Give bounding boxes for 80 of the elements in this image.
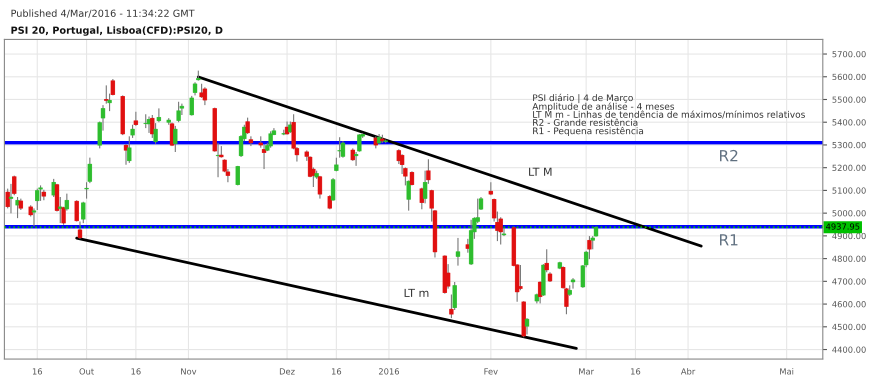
candlestick	[456, 237, 460, 266]
series-label: LT M	[529, 168, 552, 176]
candlestick	[568, 284, 572, 296]
candlestick	[130, 124, 135, 138]
annotation: R2 - Grande resistência	[533, 118, 638, 126]
candlestick	[587, 236, 592, 260]
candlestick	[127, 136, 132, 164]
x-tick-label: Abr	[680, 368, 696, 375]
candlestick	[192, 82, 198, 96]
y-tick-label: 5100.00	[832, 187, 866, 194]
candlestick	[173, 125, 178, 153]
candlestick	[190, 95, 194, 116]
x-tick-label: Dez	[280, 368, 295, 375]
candlestick	[88, 157, 92, 184]
candlestick	[488, 182, 494, 196]
candlestick	[337, 136, 342, 158]
y-tick-label: 4600.00	[832, 301, 866, 308]
series-label: LT m	[404, 288, 428, 297]
x-tick-label: Mai	[780, 368, 794, 375]
annotation: R1 - Pequena resistência	[533, 126, 644, 136]
y-tick-label: 4900.00	[832, 232, 866, 240]
y-tick-label: 4500.00	[832, 324, 866, 330]
candlestick	[8, 183, 14, 214]
candlestick	[376, 133, 382, 144]
candlestick	[524, 318, 530, 336]
y-tick-label: 5000.00	[832, 210, 866, 216]
annotation: PSI diário | 4 de Março	[533, 94, 633, 104]
x-tick-label: 2016	[378, 368, 400, 375]
candlestick	[268, 130, 273, 148]
ref-line-label: R1	[720, 234, 738, 246]
x-tick-label: 16	[631, 368, 640, 375]
candlestick	[248, 136, 254, 147]
candlestick	[35, 188, 40, 211]
y-tick-label: 5500.00	[832, 96, 866, 103]
candlestick	[74, 200, 79, 222]
y-tick-label: 4400.00	[832, 346, 866, 353]
annotation: LT M m - Linhas de tendência de máximos/mínimos relativos	[533, 110, 805, 119]
y-tick-label: 5700.00	[832, 51, 866, 58]
candlestick	[518, 264, 523, 291]
candlestick	[262, 144, 266, 170]
candlestick	[400, 154, 404, 175]
candlestick	[64, 193, 70, 212]
candlestick	[42, 189, 46, 201]
candlestick	[534, 293, 540, 304]
candlestick	[202, 86, 208, 106]
y-tick-label: 4700.00	[832, 278, 866, 285]
candlestick	[466, 238, 470, 254]
candlestick	[357, 133, 362, 152]
candlestick	[81, 201, 86, 224]
candlestick	[374, 136, 378, 149]
x-tick-label: Fev	[484, 368, 498, 375]
x-tick-label: 16	[131, 368, 141, 375]
y-tick-label: 5300.00	[832, 142, 866, 148]
candlestick	[176, 101, 181, 123]
ref-line-label: 4937.95	[826, 223, 860, 230]
y-tick-label: 5400.00	[832, 119, 866, 126]
x-tick-label: Mar	[579, 368, 594, 375]
annotation: Amplitude de análise - 4 meses	[532, 102, 674, 112]
ref-line-label: R2	[720, 150, 738, 162]
x-tick-label: Out	[79, 368, 94, 375]
y-tick-label: 4800.00	[832, 256, 866, 262]
candlestick	[282, 129, 286, 136]
x-tick-label: 16	[32, 368, 42, 375]
chart-subtitle: Published 4/Mar/2016 - 11:34:22 GMT	[12, 9, 195, 18]
candlestick	[340, 140, 346, 158]
candlestick	[236, 165, 240, 186]
y-tick-label: 5600.00	[832, 74, 866, 80]
chart-title: PSI 20, Portugal, Lisboa(CFD):PSI20, D	[11, 26, 222, 36]
x-tick-label: Nov	[181, 368, 196, 375]
candlestick	[334, 157, 339, 172]
x-tick-label: 16	[332, 368, 342, 375]
candlestick	[58, 196, 62, 224]
y-tick-label: 5200.00	[832, 164, 866, 171]
candlestick	[32, 208, 36, 227]
candlestick	[354, 151, 358, 166]
candlestick	[78, 221, 82, 240]
candlestick	[84, 182, 89, 200]
candlestick	[548, 272, 552, 283]
candlestick	[570, 278, 576, 290]
candlestick	[156, 108, 162, 123]
